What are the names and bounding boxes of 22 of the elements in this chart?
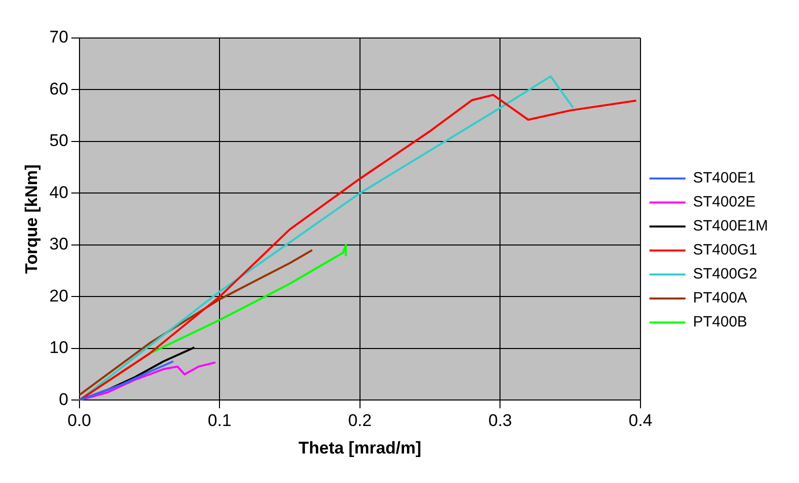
y-tick-label: 70 xyxy=(49,28,68,47)
x-tick-label: 0.1 xyxy=(208,411,232,430)
y-tick-label: 60 xyxy=(49,79,68,98)
y-tick-label: 10 xyxy=(49,338,68,358)
legend-label: PT400B xyxy=(692,314,748,331)
y-tick-label: 40 xyxy=(49,182,68,202)
y-tick-label: 20 xyxy=(49,286,68,306)
legend-label: ST400G1 xyxy=(692,242,758,259)
y-axis-title: Torque [kNm] xyxy=(22,164,41,274)
y-tick-label: 50 xyxy=(49,131,68,150)
x-axis-title: Theta [mrad/m] xyxy=(298,438,422,458)
legend-label: ST4002E xyxy=(692,194,756,211)
legend-label: PT400A xyxy=(692,290,748,307)
x-tick-label: 0.3 xyxy=(488,411,512,430)
x-tick-label: 0.4 xyxy=(628,411,652,430)
x-tick-label: 0.0 xyxy=(67,411,92,430)
y-tick-label: 0 xyxy=(58,390,68,409)
x-tick-label: 0.2 xyxy=(348,411,372,430)
legend-label: ST400E1 xyxy=(692,170,756,187)
y-tick-label: 30 xyxy=(49,234,68,254)
legend-label: ST400E1M xyxy=(692,218,768,235)
legend-label: ST400G2 xyxy=(692,266,758,283)
